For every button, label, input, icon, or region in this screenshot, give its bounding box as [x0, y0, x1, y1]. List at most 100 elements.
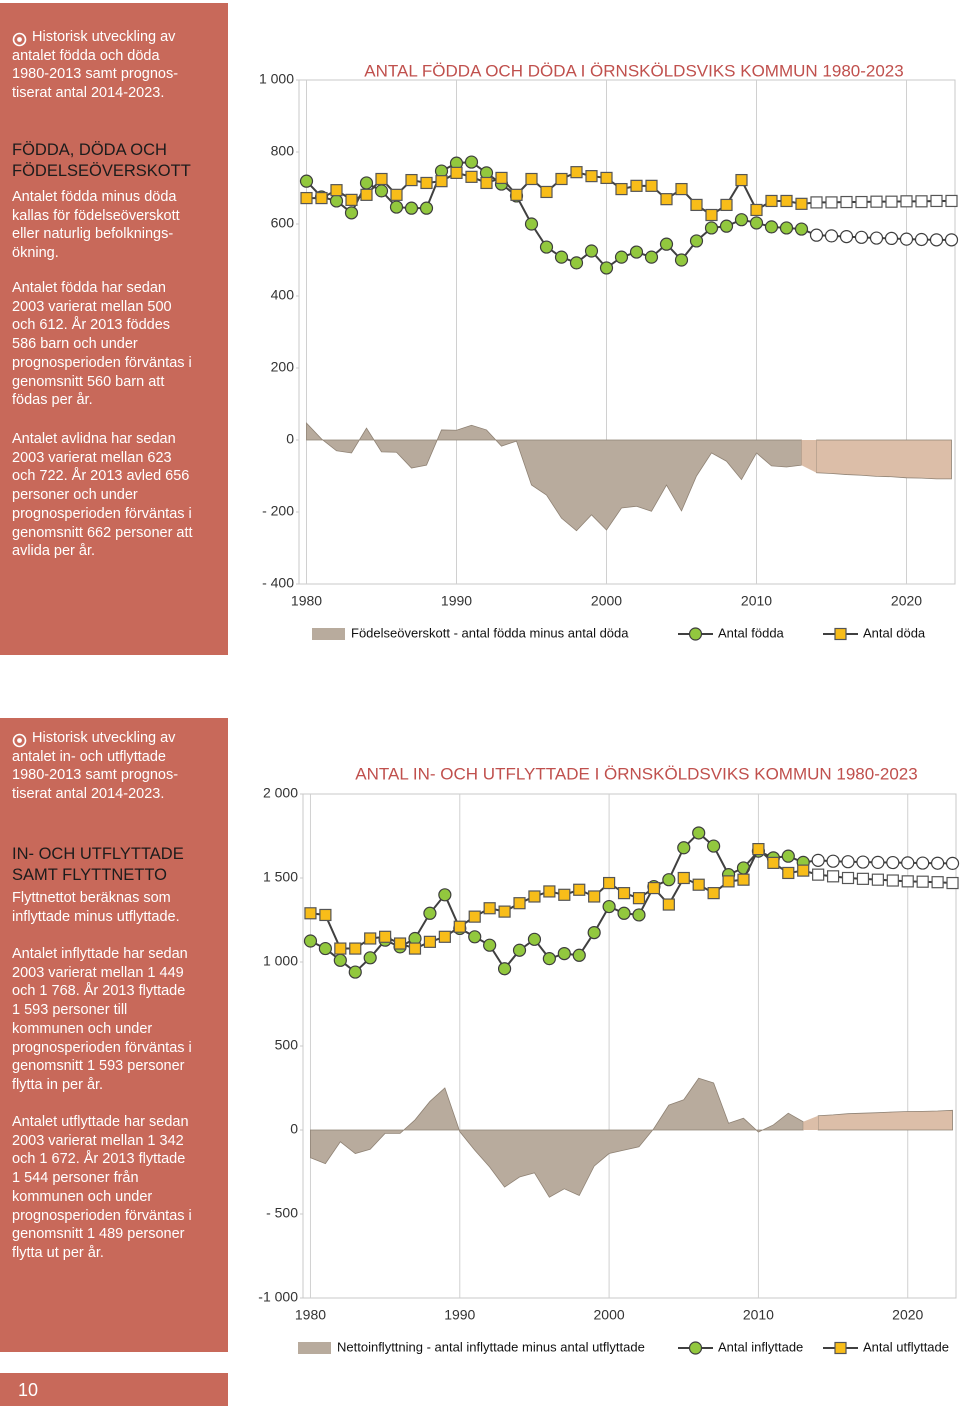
marker	[779, 221, 794, 235]
y-tick-label: 800	[271, 143, 295, 159]
y-tick-label: 0	[290, 1121, 298, 1137]
marker	[330, 184, 343, 197]
marker	[705, 208, 718, 222]
legend-marker	[834, 1341, 847, 1355]
marker	[540, 185, 553, 199]
marker	[584, 244, 599, 258]
line	[310, 847, 953, 950]
marker	[299, 174, 314, 188]
legend-swatch	[312, 628, 345, 640]
marker	[557, 946, 571, 961]
marker	[929, 233, 944, 247]
marker	[333, 953, 347, 967]
plot-frame	[302, 793, 957, 1299]
marker	[510, 188, 523, 201]
marker	[615, 182, 628, 196]
marker	[614, 250, 629, 264]
marker	[841, 871, 855, 885]
y-tick-label: 400	[271, 287, 295, 303]
marker	[632, 908, 646, 922]
x-tick-label: 1980	[295, 1307, 326, 1323]
paragraph: Antalet födda minus döda kallas för föde…	[12, 189, 180, 262]
paragraph: Antalet inflyttade har sedan 2003 varier…	[12, 946, 192, 1093]
marker	[749, 216, 764, 230]
paragraph: Antalet födda har sedan 2003 varierat me…	[12, 280, 192, 409]
marker	[916, 856, 930, 870]
marker	[304, 907, 317, 920]
forecast-area	[801, 440, 817, 473]
legend-marker	[688, 627, 703, 641]
marker	[423, 906, 437, 920]
paragraph: Antalet avlidna har sedan 2003 varierat …	[12, 431, 193, 560]
y-tick-label: 600	[271, 215, 295, 231]
line	[310, 831, 953, 974]
marker	[871, 873, 884, 886]
marker	[617, 887, 631, 900]
marker	[901, 856, 915, 870]
marker	[916, 875, 929, 888]
marker	[692, 878, 705, 891]
paragraph: Antalet utflyttade har sedan 2003 varier…	[12, 1114, 192, 1261]
marker	[810, 196, 823, 209]
forecast-area	[817, 1109, 953, 1131]
x-tick-label: 2020	[892, 1307, 923, 1323]
marker	[735, 173, 748, 187]
marker	[389, 200, 404, 214]
marker	[497, 962, 512, 976]
marker	[318, 941, 332, 956]
marker	[512, 943, 527, 957]
intro: Historisk utveckling av antalet in- och …	[12, 730, 179, 803]
marker	[931, 876, 944, 889]
marker	[662, 898, 675, 911]
y-tick-label: - 500	[266, 1205, 298, 1221]
marker	[480, 176, 493, 190]
marker	[393, 937, 407, 950]
marker	[645, 179, 658, 192]
marker	[692, 826, 706, 840]
marker	[555, 172, 568, 186]
marker	[750, 203, 763, 217]
y-tick-label: 500	[275, 1037, 299, 1053]
sidebar: Historisk utveckling av antalet födda oc…	[0, 3, 228, 655]
marker	[752, 843, 765, 856]
marker	[629, 245, 644, 259]
marker	[602, 899, 616, 914]
marker	[869, 231, 884, 245]
marker	[945, 856, 960, 870]
marker	[420, 176, 433, 190]
marker	[899, 232, 914, 246]
marker	[854, 230, 869, 244]
marker	[570, 166, 583, 179]
legend-label: Nettoinflyttning - antal inflyttade minu…	[337, 1339, 645, 1354]
marker	[886, 855, 900, 870]
marker	[527, 932, 542, 946]
marker	[303, 934, 318, 948]
marker	[468, 910, 481, 923]
chart-title: ANTAL FÖDDA OCH DÖDA I ÖRNSKÖLDSVIKS KOM…	[364, 61, 903, 80]
marker	[587, 925, 601, 940]
marker	[423, 935, 437, 948]
marker	[871, 855, 885, 869]
y-tick-label: - 400	[262, 575, 294, 591]
marker	[647, 881, 660, 895]
marker	[719, 219, 734, 233]
marker	[675, 182, 688, 196]
x-tick-label: 2010	[741, 593, 772, 609]
y-tick-label: 2 000	[263, 785, 298, 801]
marker	[782, 866, 795, 880]
marker	[585, 170, 598, 183]
marker	[795, 197, 808, 210]
intro: Historisk utveckling av antalet födda oc…	[12, 29, 179, 102]
marker	[349, 942, 362, 955]
marker	[375, 172, 388, 186]
marker	[419, 201, 434, 215]
marker	[364, 932, 377, 945]
marker	[797, 864, 810, 877]
y-tick-label: 1 000	[259, 71, 294, 87]
marker	[345, 193, 358, 206]
marker	[884, 231, 899, 245]
marker	[870, 195, 883, 208]
legend-marker	[834, 627, 847, 641]
marker	[543, 885, 556, 898]
y-tick-label: 1 000	[263, 953, 298, 969]
